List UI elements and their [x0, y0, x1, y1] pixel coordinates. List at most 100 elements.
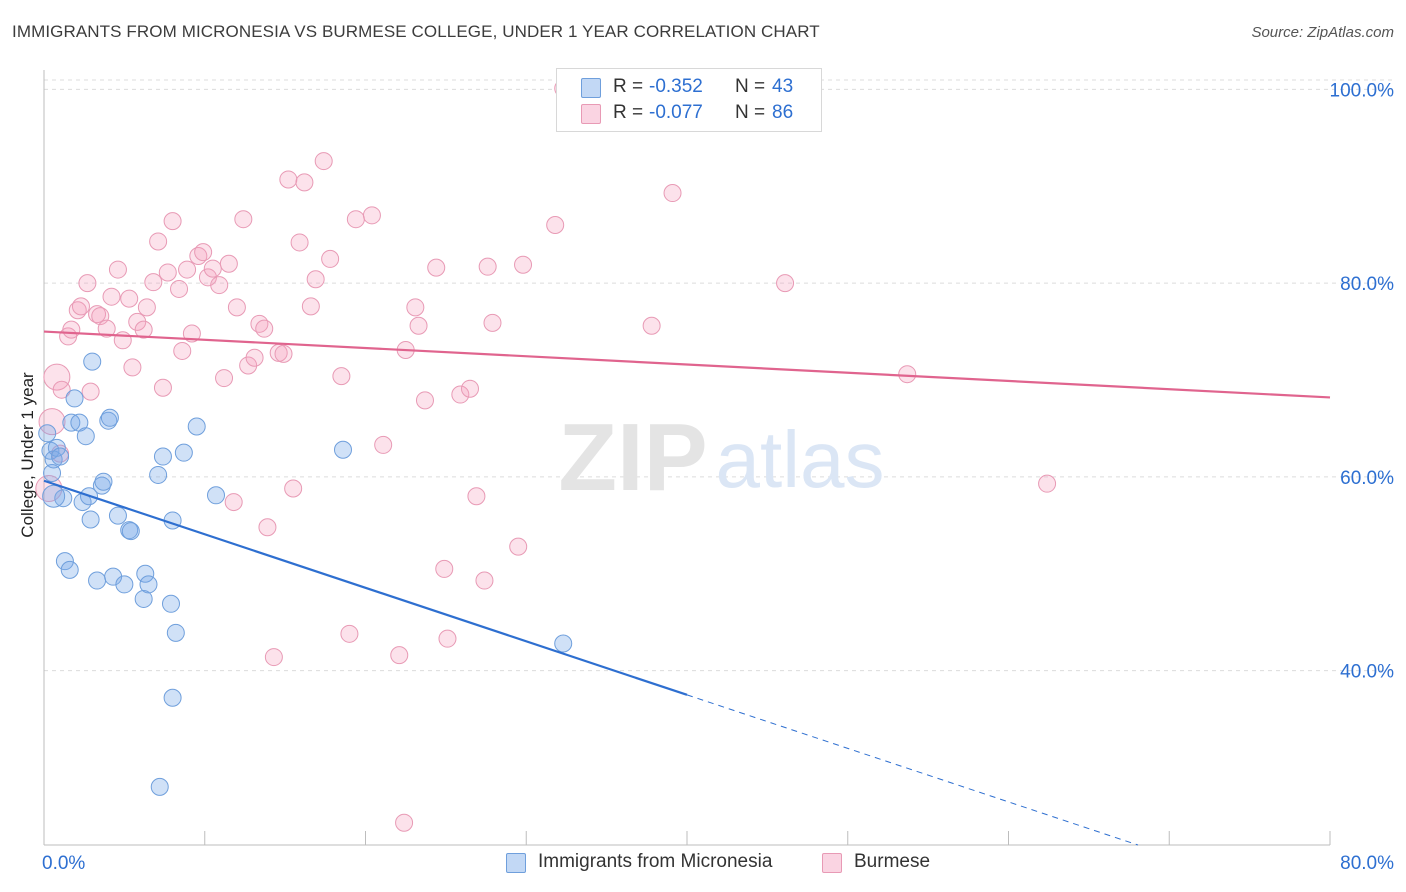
burmese-point [62, 320, 81, 339]
burmese-point [415, 391, 434, 410]
micronesia-trend-extension [686, 694, 1139, 846]
burmese-point [203, 259, 222, 278]
micronesia-point [121, 522, 140, 541]
burmese-point [163, 212, 182, 231]
burmese-point [362, 206, 381, 225]
micronesia-point [161, 594, 180, 613]
chart-title: IMMIGRANTS FROM MICRONESIA VS BURMESE CO… [12, 22, 820, 41]
burmese-point [264, 648, 283, 667]
micronesia-point [38, 424, 57, 443]
burmese-point [194, 243, 213, 262]
legend-n-label: N = [735, 102, 766, 123]
burmese-point [509, 537, 528, 556]
burmese-point [234, 210, 253, 229]
burmese-point [134, 320, 153, 339]
tick-labels: 100.0% 80.0% 60.0% 40.0% 0.0% 80.0% [42, 80, 1394, 874]
micronesia-point [55, 552, 74, 571]
micronesia-point [99, 411, 118, 430]
watermark-zip: ZIP [558, 404, 707, 511]
legend-swatch-blue [581, 78, 601, 98]
burmese-point [120, 289, 139, 308]
burmese-point [38, 408, 66, 436]
burmese-point [390, 646, 409, 665]
burmese-point [250, 314, 269, 333]
burmese-point [170, 279, 189, 298]
burmese-point [290, 233, 309, 252]
burmese-point [514, 255, 533, 274]
micronesia-point [54, 489, 73, 508]
y-tick-label: 80.0% [1340, 274, 1394, 295]
burmese-point [52, 380, 71, 399]
micronesia-point [207, 486, 226, 505]
burmese-point [340, 624, 359, 643]
axes [43, 70, 1331, 846]
micronesia-point [65, 389, 84, 408]
burmese-point [898, 365, 917, 384]
burmese-point [144, 273, 163, 292]
micronesia-point [120, 521, 139, 540]
burmese-point [97, 319, 116, 338]
micronesia-point [108, 506, 127, 525]
burmese-point [321, 249, 340, 268]
burmese-point [123, 358, 142, 377]
micronesia-point [163, 688, 182, 707]
burmese-point [438, 629, 457, 648]
burmese-point [78, 274, 97, 293]
burmese-point [460, 379, 479, 398]
burmese-point [483, 313, 502, 332]
micronesia-points [38, 352, 573, 796]
burmese-point [88, 305, 107, 324]
micronesia-point [153, 447, 172, 466]
source-label: Source: ZipAtlas.com [1251, 24, 1394, 41]
burmese-point [279, 170, 298, 189]
burmese-point [776, 274, 795, 293]
burmese-point [210, 276, 229, 295]
burmese-point [284, 479, 303, 498]
burmese-point [332, 367, 351, 386]
legend-n-value: 86 [772, 102, 794, 123]
bottom-legend-swatch-pink [822, 853, 842, 873]
burmese-point [255, 319, 274, 338]
burmese-point [295, 173, 314, 192]
burmese-point [427, 258, 446, 277]
burmese-point [274, 344, 293, 363]
bottom-legend-label: Immigrants from Micronesia [538, 851, 773, 872]
legend-r-label: R = [613, 76, 644, 97]
burmese-point [1038, 474, 1057, 493]
micronesia-point [333, 440, 352, 459]
burmese-point [346, 210, 365, 229]
micronesia-point [60, 560, 79, 579]
burmese-point [301, 297, 320, 316]
micronesia-point [42, 484, 66, 508]
micronesia-point [51, 447, 70, 466]
burmese-point [153, 378, 172, 397]
legend-r-value: -0.077 [649, 102, 703, 123]
burmese-point [158, 263, 177, 282]
micronesia-point [94, 472, 113, 491]
burmese-point [137, 298, 156, 317]
watermark: ZIP atlas [558, 404, 884, 511]
watermark-atlas: atlas [716, 415, 885, 504]
burmese-point [642, 316, 661, 335]
micronesia-point [76, 427, 95, 446]
burmese-point [663, 184, 682, 203]
trend-lines [43, 330, 1331, 846]
micronesia-point [81, 510, 100, 529]
micronesia-point [150, 777, 169, 796]
x-tick-label: 80.0% [1340, 853, 1394, 874]
micronesia-point [83, 352, 102, 371]
burmese-point [258, 518, 277, 537]
burmese-point [149, 232, 168, 251]
y-tick-label: 40.0% [1340, 662, 1394, 683]
burmese-point [451, 385, 470, 404]
micronesia-point [554, 634, 573, 653]
burmese-point [478, 257, 497, 276]
burmese-point [374, 435, 393, 454]
y-tick-label: 60.0% [1340, 468, 1394, 489]
legend-n-value: 43 [772, 76, 794, 97]
micronesia-point [187, 417, 206, 436]
micronesia-point [100, 408, 119, 427]
correlation-legend: R = -0.352 N = 43 R = -0.077 N = 86 [556, 68, 822, 132]
burmese-point [395, 813, 414, 832]
